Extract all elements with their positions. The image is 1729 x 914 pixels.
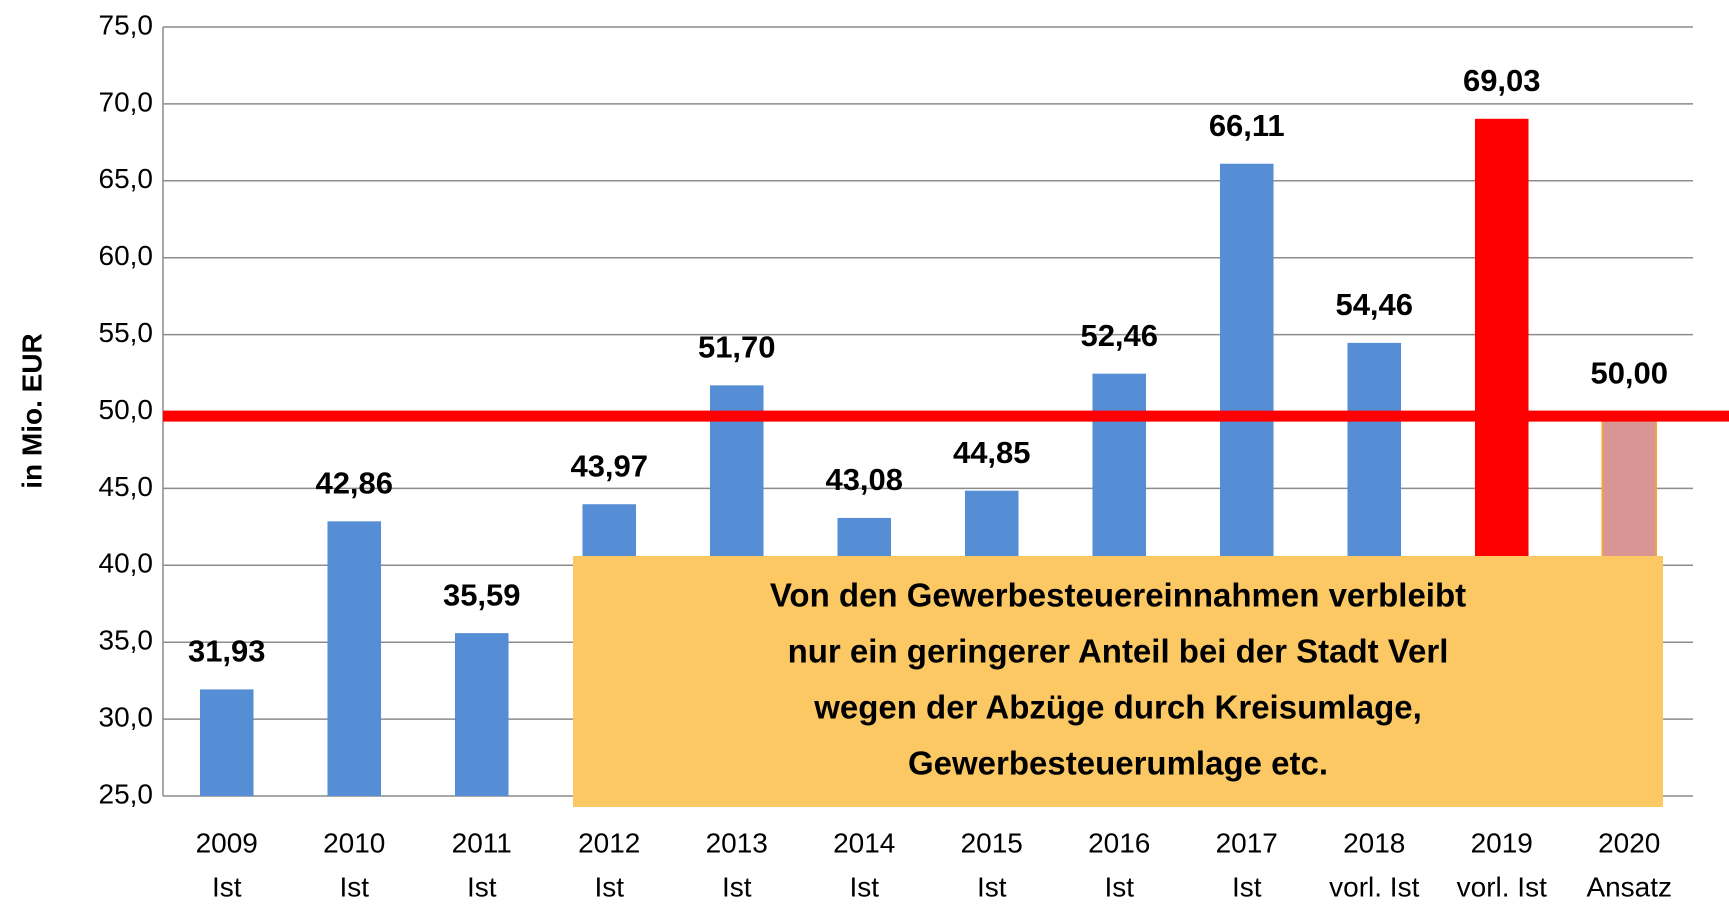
x-tick-label: 2019 [1471,827,1533,858]
value-label: 69,03 [1463,63,1541,98]
y-tick-label: 25,0 [99,778,154,809]
x-tick-note: Ist [467,871,497,902]
value-label: 50,00 [1590,356,1668,391]
value-label: 42,86 [315,466,393,501]
x-tick-note: Ist [849,871,879,902]
value-label: 54,46 [1335,287,1413,322]
y-tick-label: 50,0 [99,394,154,425]
x-tick-label: 2010 [323,827,385,858]
annotation-box [573,556,1663,807]
y-tick-label: 75,0 [99,9,154,40]
x-tick-label: 2013 [706,827,768,858]
annotation-text: nur ein geringerer Anteil bei der Stadt … [788,633,1449,670]
x-tick-note: Ist [977,871,1007,902]
x-tick-note: vorl. Ist [1329,871,1419,902]
annotation-text: Von den Gewerbesteuereinnahmen verbleibt [770,577,1466,614]
x-tick-label: 2015 [961,827,1023,858]
x-tick-note: Ist [1232,871,1262,902]
value-label: 43,97 [570,448,648,483]
y-tick-label: 70,0 [99,86,154,117]
x-tick-note: Ist [212,871,242,902]
x-tick-label: 2012 [578,827,640,858]
x-tick-label: 2014 [833,827,895,858]
x-tick-note: Ist [594,871,624,902]
x-tick-note: Ansatz [1586,871,1672,902]
x-tick-label: 2020 [1598,827,1660,858]
bar [199,689,254,796]
y-tick-label: 35,0 [99,625,154,656]
y-tick-label: 40,0 [99,548,154,579]
value-label: 43,08 [825,462,903,497]
x-tick-label: 2009 [196,827,258,858]
x-tick-label: 2016 [1088,827,1150,858]
x-tick-note: Ist [339,871,369,902]
bar [454,633,509,796]
annotation-text: Gewerbesteuerumlage etc. [908,745,1328,782]
y-tick-label: 65,0 [99,163,154,194]
annotation-text: wegen der Abzüge durch Kreisumlage, [813,689,1422,726]
x-tick-note: vorl. Ist [1457,871,1547,902]
x-tick-note: Ist [722,871,752,902]
value-label: 31,93 [188,634,266,669]
value-label: 52,46 [1080,318,1158,353]
bar [327,521,382,796]
y-tick-label: 55,0 [99,317,154,348]
value-label: 66,11 [1209,108,1285,143]
x-tick-note: Ist [1104,871,1134,902]
x-tick-label: 2011 [452,827,512,858]
x-tick-label: 2017 [1216,827,1278,858]
y-tick-label: 30,0 [99,701,154,732]
y-tick-label: 45,0 [99,471,154,502]
value-label: 51,70 [698,330,776,365]
y-axis-label: in Mio. EUR [16,333,47,489]
x-tick-label: 2018 [1343,827,1405,858]
y-tick-label: 60,0 [99,240,154,271]
value-label: 35,59 [443,577,521,612]
value-label: 44,85 [953,435,1031,470]
